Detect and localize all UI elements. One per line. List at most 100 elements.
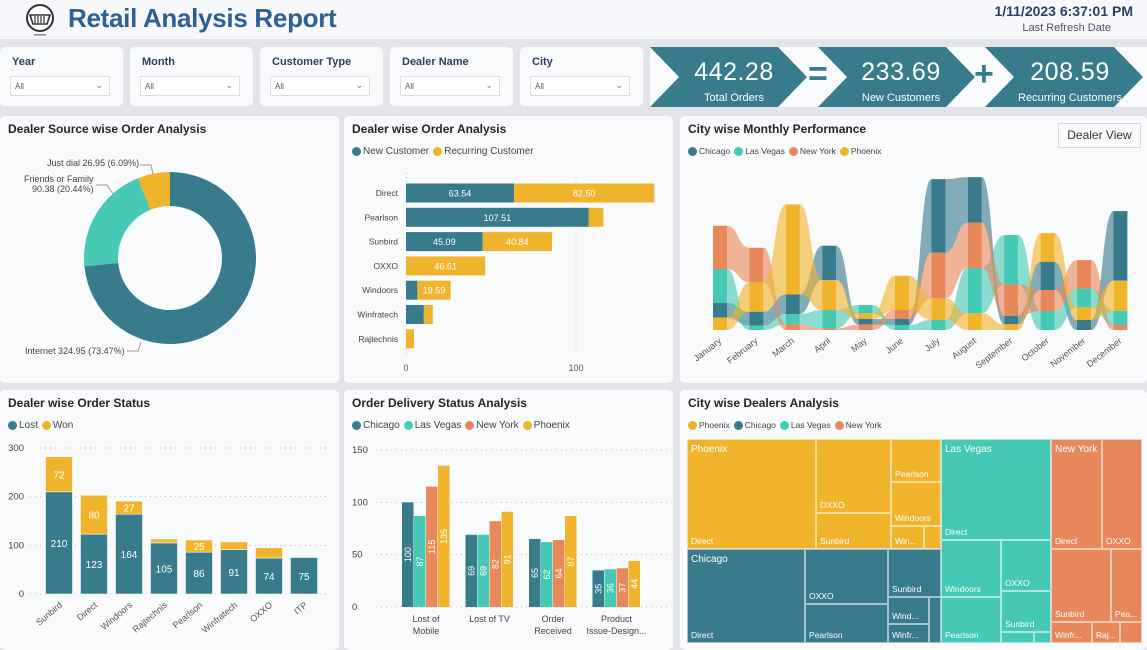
bar-recurring-oxxo[interactable] <box>406 256 486 276</box>
column-segment-phoenix[interactable] <box>858 313 873 320</box>
dealer-name-dropdown[interactable]: All ⌄ <box>400 76 500 96</box>
column-segment-chicago[interactable] <box>1113 211 1128 281</box>
column-segment-chicago[interactable] <box>749 311 764 326</box>
bar-chicago[interactable] <box>592 570 605 607</box>
column-segment-phoenix[interactable] <box>1113 280 1128 311</box>
column-segment-phoenix[interactable] <box>967 313 982 330</box>
legend-item[interactable]: Phoenix <box>688 420 730 430</box>
customer-type-dropdown[interactable]: All ⌄ <box>270 76 370 96</box>
column-segment-las-vegas[interactable] <box>749 325 764 330</box>
legend-item[interactable]: Chicago <box>688 146 730 156</box>
bar-phoenix[interactable] <box>628 560 641 607</box>
legend-item[interactable]: Las Vegas <box>403 420 461 431</box>
treemap-cell[interactable]: Winfr... <box>888 624 929 643</box>
bar-won-oxxo[interactable] <box>255 547 283 559</box>
treemap-cell[interactable] <box>1001 632 1034 643</box>
year-dropdown[interactable]: All ⌄ <box>10 76 110 96</box>
column-segment-las-vegas[interactable] <box>1040 311 1055 330</box>
bar-won-rajtechnis[interactable] <box>150 538 178 544</box>
column-segment-las-vegas[interactable] <box>967 268 982 314</box>
treemap-cell[interactable]: Phoenix Direct <box>687 439 816 549</box>
column-segment-las-vegas[interactable] <box>858 305 873 314</box>
treemap-cell[interactable]: Sunbird <box>816 513 891 549</box>
treemap-cell[interactable]: Winfr... <box>1051 622 1092 643</box>
legend-item[interactable]: Won <box>41 420 73 431</box>
legend-item[interactable]: Las Vegas <box>734 146 785 156</box>
column-segment-phoenix[interactable] <box>822 280 837 311</box>
legend-item[interactable]: New York <box>834 420 882 430</box>
treemap-cell[interactable] <box>1120 622 1142 643</box>
donut-slice-friends-or-family[interactable] <box>84 178 151 267</box>
treemap-cell[interactable]: OXXO <box>1102 439 1142 549</box>
column-segment-chicago[interactable] <box>1004 315 1019 325</box>
dealer-view-button[interactable]: Dealer View <box>1058 123 1141 148</box>
column-segment-chicago[interactable] <box>895 319 909 326</box>
bar-lost-rajtechnis[interactable] <box>150 542 178 595</box>
column-segment-phoenix[interactable] <box>895 275 909 311</box>
legend-item[interactable]: Recurring Customer <box>433 146 534 157</box>
bar-new-york[interactable] <box>616 568 629 607</box>
bar-lost-itp[interactable] <box>290 557 318 595</box>
treemap-cell[interactable]: OXXO <box>816 439 891 513</box>
bar-recurring-windoors[interactable] <box>417 280 451 300</box>
bar-phoenix[interactable] <box>565 515 577 607</box>
bar-chicago[interactable] <box>465 534 478 607</box>
bar-new-winfratech[interactable] <box>406 305 424 324</box>
bar-won-windoors[interactable] <box>115 500 143 515</box>
treemap-cell[interactable]: Sunbird <box>888 549 941 597</box>
bar-lost-sunbird[interactable] <box>45 491 73 595</box>
treemap-cell[interactable]: Pearlson <box>941 597 1001 643</box>
legend-item[interactable]: New Customer <box>352 146 429 157</box>
bar-las-vegas[interactable] <box>604 569 617 607</box>
column-segment-new-york[interactable] <box>822 328 837 330</box>
column-segment-new-york[interactable] <box>1040 290 1055 312</box>
column-segment-las-vegas[interactable] <box>785 314 800 325</box>
legend-item[interactable]: Lost <box>8 420 38 431</box>
treemap-cell[interactable]: Wind... <box>888 597 929 624</box>
column-segment-new-york[interactable] <box>895 310 909 320</box>
bar-new-sunbird[interactable] <box>406 232 483 252</box>
column-segment-phoenix[interactable] <box>749 282 764 312</box>
bar-phoenix[interactable] <box>438 465 450 607</box>
legend-item[interactable]: Las Vegas <box>779 420 831 430</box>
column-segment-new-york[interactable] <box>1113 325 1128 330</box>
column-segment-new-york[interactable] <box>1077 260 1091 289</box>
bar-recurring-pearlson[interactable] <box>588 207 604 227</box>
column-segment-new-york[interactable] <box>967 222 982 269</box>
legend-item[interactable]: Phoenix <box>522 420 570 431</box>
month-dropdown[interactable]: All ⌄ <box>140 76 240 96</box>
column-segment-new-york[interactable] <box>785 324 800 330</box>
bar-new-york[interactable] <box>489 521 502 607</box>
column-segment-las-vegas[interactable] <box>1077 288 1091 308</box>
bar-lost-direct[interactable] <box>80 533 108 595</box>
treemap-cell[interactable] <box>924 526 941 549</box>
bar-recurring-direct[interactable] <box>514 183 655 203</box>
column-segment-las-vegas[interactable] <box>895 325 909 330</box>
legend-item[interactable]: Chicago <box>352 420 400 431</box>
treemap-cell[interactable]: Windoors <box>941 540 1001 597</box>
bar-new-york[interactable] <box>553 540 565 607</box>
treemap-cell[interactable]: OXXO <box>805 549 888 604</box>
treemap-cell[interactable]: Windoors <box>891 482 941 526</box>
treemap-cell[interactable]: Sunbird <box>1001 591 1051 632</box>
bar-lost-pearlson[interactable] <box>185 551 213 595</box>
legend-item[interactable]: New York <box>465 420 519 431</box>
column-segment-chicago[interactable] <box>1040 261 1055 291</box>
donut-slice-just-dial[interactable] <box>137 172 170 210</box>
column-segment-las-vegas[interactable] <box>713 269 727 303</box>
column-segment-chicago[interactable] <box>858 319 873 325</box>
column-segment-chicago[interactable] <box>822 245 837 281</box>
bar-recurring-winfratech[interactable] <box>423 305 433 324</box>
column-segment-las-vegas[interactable] <box>1004 235 1019 285</box>
bar-won-winfratech[interactable] <box>220 541 248 551</box>
treemap-cell[interactable]: Las Vegas Direct <box>941 439 1051 540</box>
column-segment-chicago[interactable] <box>931 179 946 253</box>
treemap-cell[interactable]: Chicago Direct <box>687 549 805 643</box>
bar-las-vegas[interactable] <box>414 515 426 607</box>
column-segment-chicago[interactable] <box>785 294 800 315</box>
treemap-cell[interactable]: Win... <box>891 526 924 549</box>
column-segment-phoenix[interactable] <box>713 317 727 330</box>
column-segment-chicago[interactable] <box>1077 320 1091 330</box>
bar-won-direct[interactable] <box>80 494 108 535</box>
legend-item[interactable]: Phoenix <box>839 146 882 156</box>
